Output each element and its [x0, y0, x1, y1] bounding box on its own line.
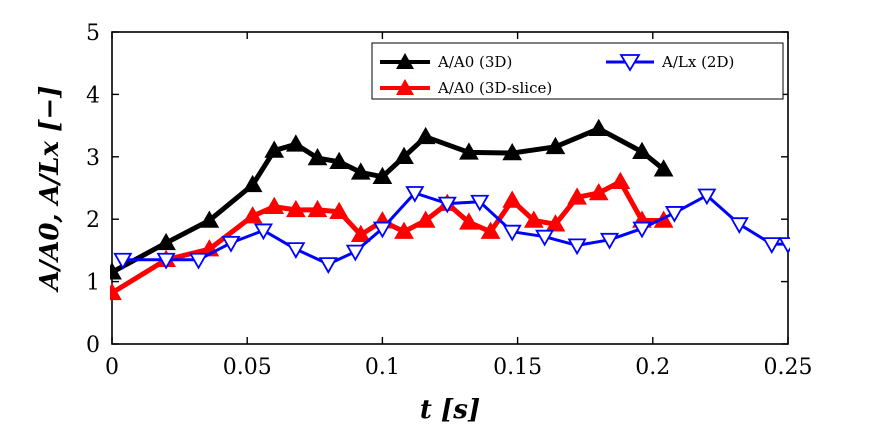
data-point	[286, 242, 306, 259]
data-point	[394, 221, 414, 239]
legend-label-2d: A/Lx (2D)	[661, 53, 734, 71]
y-tick-label: 0	[86, 333, 100, 358]
data-point	[329, 151, 349, 170]
data-point	[502, 143, 523, 161]
series-a-a0-3d	[110, 118, 674, 280]
data-point	[437, 196, 457, 214]
series-a-a0-3d-slice	[110, 171, 674, 301]
data-point	[253, 223, 273, 241]
data-point	[599, 232, 620, 250]
data-point	[372, 221, 392, 239]
y-tick-labels: 0 1 2 3 4 5	[86, 21, 100, 358]
data-point	[156, 232, 176, 251]
data-point	[778, 237, 790, 254]
data-point	[307, 199, 328, 218]
data-point	[632, 141, 652, 160]
data-point	[459, 212, 479, 230]
data-point	[188, 252, 209, 270]
data-point	[545, 214, 566, 232]
y-tick-label: 2	[86, 208, 100, 233]
legend: A/A0 (3D) A/A0 (3D-slice) A/Lx (2D)	[371, 42, 784, 100]
data-point	[345, 244, 365, 262]
series-a-lx-2d	[113, 186, 790, 274]
data-point	[350, 162, 371, 180]
x-tick-label: 0.05	[223, 355, 272, 380]
series-line	[122, 191, 788, 266]
data-point	[459, 142, 479, 160]
data-point	[307, 148, 328, 166]
y-axis-label: A/A0, A/Lx [−]	[35, 86, 65, 294]
data-point	[286, 199, 306, 218]
data-point	[545, 136, 566, 155]
data-point	[264, 196, 285, 214]
x-tick-label: 0	[105, 355, 119, 380]
data-point	[697, 188, 717, 206]
data-point	[242, 174, 263, 193]
legend-marker-3d-slice	[396, 79, 414, 95]
data-point	[394, 146, 414, 165]
data-point	[480, 221, 501, 239]
data-point	[535, 229, 555, 247]
data-point	[567, 187, 587, 205]
data-point	[264, 140, 285, 158]
data-point	[762, 237, 782, 254]
legend-box	[371, 42, 784, 100]
data-point	[523, 210, 544, 228]
data-point	[588, 182, 609, 201]
data-point	[405, 186, 425, 203]
data-point	[113, 252, 133, 270]
x-axis-label: t [s]	[420, 395, 480, 425]
legend-marker-3d	[396, 53, 414, 69]
data-point	[502, 224, 522, 242]
data-point	[199, 210, 220, 228]
data-point	[110, 282, 122, 301]
data-point	[156, 252, 176, 270]
y-tick-label: 4	[86, 83, 100, 108]
data-point	[729, 217, 749, 235]
y-tick-label: 3	[86, 146, 100, 171]
series-layer	[110, 118, 790, 301]
data-point	[415, 210, 436, 228]
data-point	[110, 262, 122, 280]
x-tick-label: 0.15	[493, 355, 542, 380]
data-point	[286, 134, 306, 152]
legend-label-3d: A/A0 (3D)	[437, 53, 512, 71]
data-point	[567, 238, 587, 256]
legend-marker-2d	[619, 54, 641, 72]
y-tick-label: 5	[86, 21, 100, 46]
axis-ticks	[111, 31, 789, 345]
data-point	[664, 206, 684, 223]
data-point	[372, 166, 393, 185]
data-point	[632, 221, 652, 239]
data-point	[350, 224, 371, 243]
data-point	[242, 206, 263, 224]
legend-label-3d-slice: A/A0 (3D-slice)	[437, 79, 552, 97]
data-point	[318, 257, 338, 274]
data-point	[588, 118, 609, 136]
data-point	[415, 126, 436, 145]
x-tick-labels: 0 0.05 0.1 0.15 0.2 0.25	[105, 355, 812, 380]
x-tick-label: 0.1	[365, 355, 400, 380]
data-point	[470, 194, 490, 212]
data-point	[502, 190, 523, 208]
data-point	[221, 236, 241, 253]
data-point	[653, 159, 674, 177]
data-point	[329, 201, 349, 219]
x-tick-label: 0.25	[764, 355, 813, 380]
x-tick-label: 0.2	[635, 355, 670, 380]
y-tick-label: 1	[86, 271, 100, 296]
data-point	[610, 171, 631, 190]
